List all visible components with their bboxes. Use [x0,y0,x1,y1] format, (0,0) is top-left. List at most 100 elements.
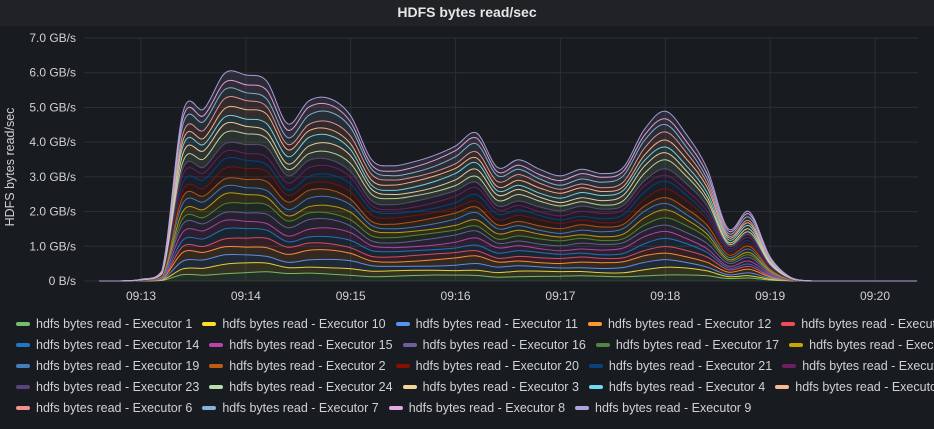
y-tick-label: 3.0 GB/s [29,170,76,184]
legend-swatch [209,342,224,347]
x-axis-ticks: 09:13 09:14 09:15 09:16 09:17 09:18 09:19 09:20 [126,289,890,303]
x-tick-label: 09:18 [650,289,680,303]
legend-swatch [395,363,410,368]
series-line[interactable] [99,253,917,282]
legend-label: hdfs bytes read - Executor 22 [802,358,934,373]
legend-item[interactable]: hdfs bytes read - Executor 1 [16,317,192,331]
series-line[interactable] [99,130,917,282]
legend-item[interactable]: hdfs bytes read - Executor 3 [402,379,579,394]
legend-swatch [595,342,610,347]
series-line[interactable] [99,96,917,282]
area-fill [99,246,917,281]
legend-swatch [16,321,30,326]
legend-label: hdfs bytes read - Executor 5 [795,379,934,394]
legend-item[interactable]: hdfs bytes read - Executor 4 [588,380,765,394]
x-tick-label: 09:17 [545,289,575,303]
legend-item[interactable]: hdfs bytes read - Executor 15 [209,337,393,352]
legend-item[interactable]: hdfs bytes read - Executor 19 [16,359,199,373]
legend-label: hdfs bytes read - Executor 8 [408,400,566,415]
legend-swatch [395,321,410,326]
legend-swatch [16,342,30,347]
legend-swatch [16,363,30,368]
legend-item[interactable]: hdfs bytes read - Executor 6 [16,401,192,415]
legend-item[interactable]: hdfs bytes read - Executor 13 [781,317,934,331]
stacked-area-chart[interactable]: 0 B/s 1.0 GB/s 2.0 GB/s 3.0 GB/s 4.0 GB/s 5.0… [0,0,934,310]
area-fill [99,262,917,281]
panel-title[interactable]: HDFS bytes read/sec [397,4,537,20]
legend-item[interactable]: hdfs bytes read - Executor 9 [575,401,751,415]
legend-label: hdfs bytes read - Executor 19 [36,358,200,373]
series-line[interactable] [99,166,917,282]
panel-header[interactable]: HDFS bytes read/sec [0,0,934,26]
legend-swatch [209,384,224,389]
legend-label: hdfs bytes read - Executor 23 [36,379,200,394]
legend-swatch [16,405,30,410]
x-tick-label: 09:14 [231,289,261,303]
legend-label: hdfs bytes read - Executor 21 [608,358,773,373]
area-fill [99,237,917,281]
x-tick-label: 09:20 [860,289,890,303]
area-fill [99,271,917,281]
legend-label: hdfs bytes read - Executor 20 [415,358,579,373]
legend-item[interactable]: hdfs bytes read - Executor 10 [202,316,386,331]
series-line[interactable] [99,227,917,282]
y-tick-label: 1.0 GB/s [29,239,76,253]
area-fill [99,219,917,281]
legend-label: hdfs bytes read - Executor 17 [615,337,780,352]
series-line[interactable] [99,262,917,282]
legend-item[interactable]: hdfs bytes read - Executor 7 [202,400,379,415]
area-fill [99,202,917,281]
legend-swatch [388,405,403,410]
legend-label: hdfs bytes read - Executor 7 [222,400,379,415]
legend-item[interactable]: hdfs bytes read - Executor 11 [395,316,578,331]
legend-swatch [782,363,797,368]
legend-label: hdfs bytes read - Executor 12 [607,316,772,331]
legend-item[interactable]: hdfs bytes read - Executor 21 [588,358,773,373]
legend-item[interactable]: hdfs bytes read - Executor 18 [789,338,934,352]
series-line[interactable] [99,202,917,282]
series-line[interactable] [99,70,917,282]
legend-label: hdfs bytes read - Executor 11 [415,316,578,331]
legend-swatch [588,363,603,368]
legend-item[interactable]: hdfs bytes read - Executor 2 [209,359,386,373]
legend-swatch [588,384,603,389]
legend-swatch [402,342,417,347]
legend-swatch [202,405,217,410]
legend-row: hdfs bytes read - Executor 6 hdfs bytes r… [16,397,932,418]
y-tick-label: 0 B/s [49,274,76,288]
legend-label: hdfs bytes read - Executor 3 [422,379,579,394]
y-tick-label: 7.0 GB/s [29,31,76,45]
legend-label: hdfs bytes read - Executor 15 [229,337,393,352]
legend-swatch [16,384,30,389]
series-line[interactable] [99,219,917,282]
legend-item[interactable]: hdfs bytes read - Executor 14 [16,338,199,352]
legend-label: hdfs bytes read - Executor 16 [422,337,586,352]
legend-swatch [209,363,224,368]
area-fill [99,227,917,281]
legend-item[interactable]: hdfs bytes read - Executor 8 [388,400,566,415]
legend-row: hdfs bytes read - Executor 14 hdfs bytes … [16,334,934,355]
x-tick-label: 09:13 [126,289,156,303]
legend-item[interactable]: hdfs bytes read - Executor 22 [782,359,934,373]
series-line[interactable] [99,192,917,282]
legend-row: hdfs bytes read - Executor 1 hdfs bytes r… [16,313,934,334]
legend-item[interactable]: hdfs bytes read - Executor 23 [16,380,199,394]
legend-swatch [402,384,417,389]
legend-label: hdfs bytes read - Executor 24 [229,379,393,394]
x-tick-label: 09:19 [755,289,785,303]
x-tick-label: 09:15 [336,289,366,303]
legend-label: hdfs bytes read - Executor 10 [222,316,386,331]
legend-item[interactable]: hdfs bytes read - Executor 5 [775,380,934,394]
legend-item[interactable]: hdfs bytes read - Executor 12 [587,316,772,331]
y-tick-label: 4.0 GB/s [29,135,76,149]
legend-item[interactable]: hdfs bytes read - Executor 16 [402,337,586,352]
legend-item[interactable]: hdfs bytes read - Executor 17 [595,337,780,352]
legend-item[interactable]: hdfs bytes read - Executor 24 [209,379,393,394]
legend-label: hdfs bytes read - Executor 6 [36,400,193,415]
area-fill [99,211,917,281]
chart-areas [99,70,917,282]
legend-item[interactable]: hdfs bytes read - Executor 20 [395,358,579,373]
legend-label: hdfs bytes read - Executor 18 [809,337,934,352]
area-fill [99,166,917,281]
